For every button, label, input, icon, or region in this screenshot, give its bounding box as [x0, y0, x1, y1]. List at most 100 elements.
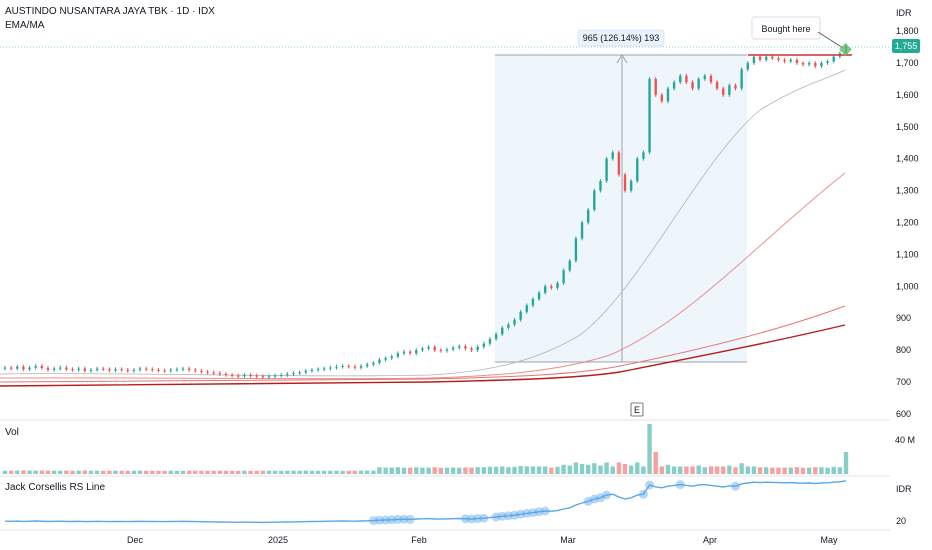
- candle-body: [230, 374, 234, 376]
- rs-new-high-dot: [522, 508, 532, 518]
- ema-21-line: [0, 69, 846, 377]
- volume-bar: [831, 466, 836, 474]
- volume-bar: [8, 470, 14, 474]
- volume-bar: [475, 467, 480, 474]
- earnings-marker-box[interactable]: [630, 402, 644, 417]
- volume-bar: [297, 470, 302, 474]
- candle-body: [623, 174, 627, 191]
- price-tick-label: 1,000: [896, 281, 919, 291]
- volume-bar: [291, 470, 296, 474]
- candle-body: [525, 305, 528, 312]
- candle-body: [501, 327, 504, 335]
- rs-new-high-dot: [528, 508, 538, 518]
- volume-bar: [493, 466, 499, 474]
- rs-new-high-dot: [516, 509, 526, 519]
- volume-bar: [721, 466, 726, 474]
- candle-body: [820, 63, 823, 67]
- volume-bar: [229, 470, 235, 474]
- volume-bar: [512, 466, 517, 474]
- candle-body: [206, 371, 209, 373]
- symbol-title: AUSTINDO NUSANTARA JAYA TBK · 1D · IDX: [5, 6, 215, 17]
- rs-axis-label: 20: [896, 516, 906, 526]
- volume-bar: [64, 470, 69, 474]
- rs-new-high-dot: [467, 514, 477, 524]
- rs-new-high-dot: [503, 511, 513, 521]
- volume-bar: [757, 467, 763, 474]
- price-axis: 1,800 1,700 1,600 1,500 1,400 1,300 1,200 1,100…: [896, 26, 919, 419]
- candle-body: [807, 63, 811, 65]
- volume-bar: [414, 467, 419, 474]
- volume-bar: [168, 470, 173, 474]
- price-tick-label: 1,200: [896, 218, 919, 228]
- rs-new-high-dot: [645, 480, 655, 490]
- candle-body: [212, 372, 215, 374]
- volume-bar: [156, 470, 161, 474]
- volume-bars: [2, 424, 849, 474]
- volume-bar: [340, 470, 345, 474]
- volume-bar: [432, 467, 437, 474]
- volume-bar: [322, 470, 327, 474]
- candle-body: [144, 368, 148, 370]
- price-tick-label: 700: [896, 377, 911, 387]
- volume-bar: [696, 465, 701, 474]
- rs-new-high-dot: [491, 512, 501, 522]
- candle-body: [752, 56, 756, 63]
- measure-box: [495, 55, 747, 362]
- volume-bar: [598, 465, 603, 474]
- volume-bar: [334, 470, 339, 474]
- candle-body: [280, 374, 283, 376]
- earnings-marker[interactable]: E: [634, 405, 640, 415]
- candle-body: [709, 75, 713, 83]
- volume-bar: [530, 466, 536, 474]
- volume-bar: [438, 467, 444, 474]
- candle-body: [249, 374, 252, 376]
- volume-bar: [500, 466, 505, 474]
- volume-bar: [76, 470, 81, 474]
- candle-body: [40, 366, 44, 368]
- rs-new-high-dot: [374, 515, 384, 525]
- volume-bar: [315, 470, 321, 474]
- candle-body: [427, 346, 430, 349]
- candle-body: [353, 366, 357, 368]
- candle-body: [544, 286, 547, 293]
- volume-bar: [549, 467, 554, 474]
- volume-bar: [647, 424, 652, 474]
- candle-body: [666, 88, 670, 102]
- volume-bar: [813, 467, 818, 474]
- candle-body: [28, 367, 31, 370]
- candle-body: [120, 369, 123, 371]
- volume-bar: [371, 470, 376, 474]
- volume-bar: [506, 467, 511, 474]
- volume-bar: [82, 470, 88, 474]
- volume-bar: [659, 466, 665, 474]
- candle-body: [329, 367, 332, 369]
- candle-body: [593, 190, 596, 210]
- volume-bar: [776, 467, 781, 474]
- candle-body: [764, 56, 768, 60]
- candle-body: [826, 61, 829, 63]
- candle-body: [3, 367, 7, 369]
- volume-bar: [2, 470, 8, 474]
- candle-body: [194, 369, 197, 371]
- candle-body: [378, 359, 381, 363]
- volume-bar: [162, 470, 167, 474]
- ma-150-line: [0, 305, 846, 383]
- candle-body: [617, 152, 621, 175]
- volume-bar: [555, 466, 560, 474]
- volume-bar: [745, 466, 750, 474]
- candle-body: [237, 375, 240, 377]
- volume-bar: [51, 470, 57, 474]
- volume-bar: [143, 470, 149, 474]
- candle-body: [464, 346, 467, 349]
- volume-bar: [463, 467, 468, 474]
- candle-body: [568, 260, 571, 271]
- candle-body: [715, 82, 719, 89]
- candle-body: [488, 338, 492, 344]
- rs-new-high-dot: [534, 507, 544, 517]
- price-tick-label: 600: [896, 409, 911, 419]
- volume-bar: [444, 467, 450, 474]
- candle-body: [507, 324, 510, 328]
- volume-bar: [739, 463, 744, 474]
- price-tick-label: 1,800: [896, 26, 919, 36]
- volume-bar: [641, 466, 646, 474]
